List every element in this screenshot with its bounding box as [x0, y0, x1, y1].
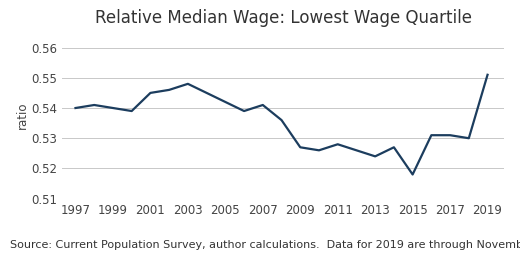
Y-axis label: ratio: ratio	[16, 101, 29, 128]
Text: Source: Current Population Survey, author calculations.  Data for 2019 are throu: Source: Current Population Survey, autho…	[10, 240, 520, 250]
Title: Relative Median Wage: Lowest Wage Quartile: Relative Median Wage: Lowest Wage Quarti…	[95, 9, 472, 27]
